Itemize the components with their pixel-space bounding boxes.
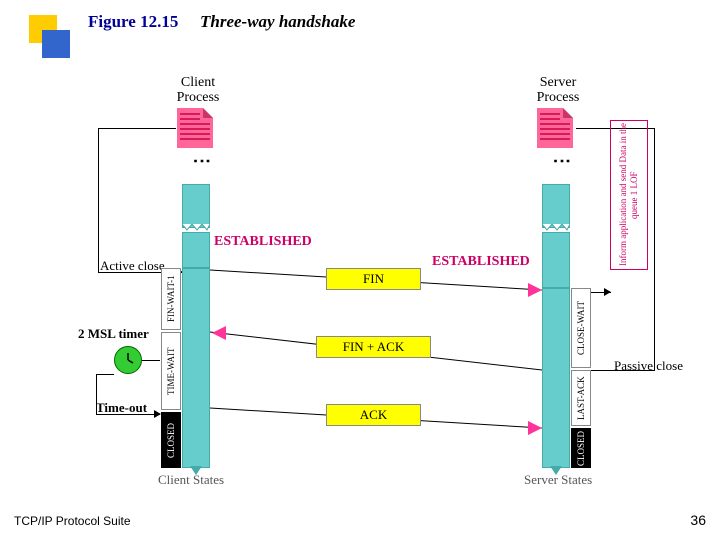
server-state-lastack: LAST-ACK: [571, 370, 591, 426]
server-process-label: Server Process: [528, 75, 588, 106]
footer-left: TCP/IP Protocol Suite: [14, 514, 131, 528]
client-process-label: Client Process: [168, 75, 228, 106]
info-arrow-in: [604, 288, 611, 296]
client-timeline: [182, 184, 210, 228]
finack-arrow: [212, 326, 226, 340]
fin-msg: FIN: [326, 268, 421, 290]
server-timeline2: [542, 232, 570, 288]
server-state-closed: CLOSED: [571, 428, 591, 468]
active-close-vline: [98, 128, 99, 272]
figure-number: Figure 12.15: [88, 12, 178, 32]
client-state-closed: CLOSED: [161, 412, 181, 468]
figure-caption: Three-way handshake: [200, 12, 355, 32]
server-state-closewait: CLOSE-WAIT: [571, 288, 591, 368]
info-box: Inform application and send Data in the …: [610, 120, 648, 270]
client-established: ESTABLISHED: [214, 234, 312, 250]
timeout-arrow: [154, 410, 161, 418]
fin-arrow: [528, 283, 542, 297]
client-bottom-arrow: [190, 466, 202, 475]
client-timeline2: [182, 232, 210, 268]
client-state-timewait: TIME-WAIT: [161, 332, 181, 410]
msl-timer-label: 2 MSL timer: [78, 326, 149, 342]
client-timeline3: [182, 268, 210, 468]
active-close-top: [98, 128, 176, 129]
server-timeline: [542, 184, 570, 228]
client-dots: ⋮: [191, 152, 213, 172]
timeout-line: [96, 414, 160, 415]
client-doc-icon: [177, 108, 217, 150]
timer-line: [142, 360, 160, 361]
footer-right: 36: [690, 512, 706, 528]
timeout-top: [96, 374, 114, 375]
bullet-icon: [24, 10, 74, 60]
timeout-vline: [96, 374, 97, 414]
server-bottom-arrow: [550, 466, 562, 475]
ack-arrow: [528, 421, 542, 435]
server-doc-icon: [537, 108, 577, 150]
timer-icon: [114, 346, 142, 374]
client-state-finwait1: FIN-WAIT-1: [161, 268, 181, 330]
server-timeline3: [542, 288, 570, 468]
passive-close-label: Passive close: [614, 358, 683, 374]
server-dots: ⋮: [551, 152, 573, 172]
ack-msg: ACK: [326, 404, 421, 426]
finack-msg: FIN + ACK: [316, 336, 431, 358]
passive-close-vline: [654, 128, 655, 371]
